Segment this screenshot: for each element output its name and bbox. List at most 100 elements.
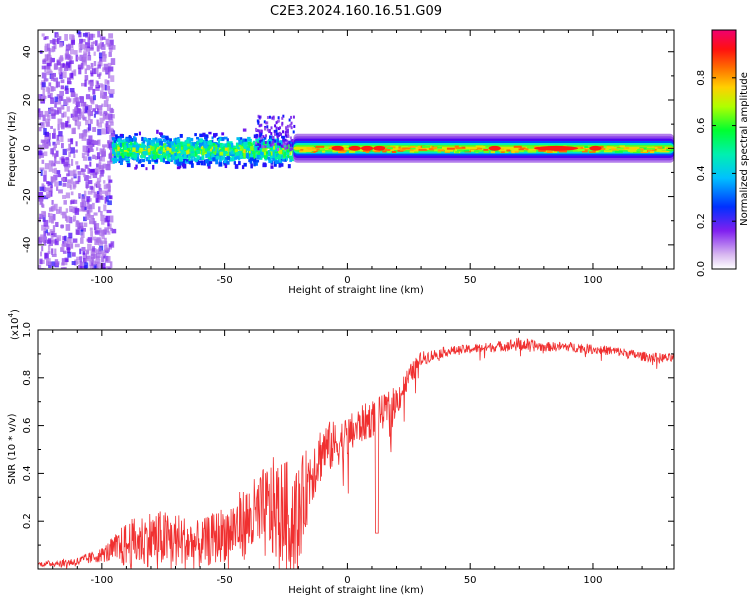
spectrogram-transition-cell [282,156,286,160]
spectrogram-scatter-cell [66,243,70,251]
spectrogram-transition-cell [159,155,163,160]
spectrogram-scatter-cell [51,232,57,238]
spectrogram-scatter-cell [79,38,83,44]
spectrogram-spike-cell [278,131,281,135]
spectrogram-spike-cell [290,115,293,119]
spectrogram-scatter-cell [81,169,85,176]
spectrogram-scatter-cell [49,148,53,155]
spectrogram-band-cell [306,147,312,150]
spectrogram-scatter-cell [86,196,91,202]
spectrogram-transition-cell [129,152,133,157]
spectrogram-transition-cell [245,145,249,149]
spectrogram-scatter-cell [47,47,51,52]
figure-title: C2E3.2024.160.16.51.G09 [270,4,442,19]
spectrogram-scatter-cell [104,79,108,84]
spectrogram-band-cell [462,149,470,152]
spectrogram-scatter-cell [50,107,54,112]
spectrogram-scatter-cell [56,38,60,45]
spectrogram-scatter-cell [102,113,105,121]
spectrogram-spike-cell [274,139,277,143]
spectrogram-scatter-cell [63,200,67,205]
spectrogram-scatter-cell [75,230,80,235]
spectrogram-transition-cell [160,133,164,138]
spectrogram-scatter-cell [45,71,49,76]
spectrogram-transition-cell [249,138,252,142]
spectrogram-scatter-cell [108,119,114,123]
spectrogram-transition-cell [249,157,254,161]
spectrogram-transition-cell [204,148,207,152]
spectrogram-scatter-cell [78,67,82,75]
spectrogram-scatter-cell [78,43,83,48]
spectrogram-transition-cell [199,139,204,143]
spectrogram-scatter-cell [53,162,56,166]
spectrogram-transition-cell [276,160,280,164]
spectrogram-spike-cell [266,125,269,129]
spectrogram-transition-cell [188,156,191,162]
spectrogram-transition-cell [270,146,274,151]
spectrogram-transition-cell [273,146,276,150]
spectrogram-band-cell [527,150,537,153]
spectrogram-xtick-label: 0 [344,275,350,286]
spectrogram-scatter-cell [51,253,57,258]
spectrogram-transition-cell [113,139,117,144]
spectrogram-scatter-cell [74,119,78,126]
colorbar-tick-label: 0.8 [696,70,707,86]
spectrogram-scatter-cell [86,64,90,71]
spectrogram-scatter-cell [79,96,85,103]
spectrogram-transition-cell [167,153,171,158]
spectrogram-scatter-cell [100,210,103,216]
spectrogram-transition-cell [173,143,177,147]
spectrogram-transition-cell [199,160,203,164]
spectrogram-scatter-cell [57,174,62,178]
spectrogram-scatter-cell [82,156,88,161]
spectrogram-scatter-cell [72,181,77,188]
spectrogram-scatter-cell [62,148,67,156]
spectrogram-scatter-cell [106,189,111,196]
spectrogram-transition-cell [283,151,286,157]
spectrogram-transition-cell [164,135,169,141]
spectrogram-scatter-cell [78,47,82,53]
spectrogram-scatter-cell [64,215,68,222]
spectrogram-spike-cell [277,142,280,146]
spectrogram-spike-cell [266,115,269,119]
spectrogram-scatter-cell [43,227,47,232]
spectrogram-scatter-cell [81,168,86,172]
spectrogram-transition-cell [183,145,188,151]
spectrogram-scatter-cell [52,147,56,151]
spectrogram-scatter-cell [99,174,102,179]
spectrogram-scatter-cell [105,38,110,45]
spectrogram-transition-cell [146,150,150,156]
spectrogram-scatter-cell [49,57,53,64]
spectrogram-scatter-cell [89,161,92,167]
spectrogram-scatter-cell [75,101,81,107]
spectrogram-scatter-cell [56,235,62,241]
spectrogram-transition-cell [243,162,247,167]
spectrogram-scatter-cell [101,256,104,263]
spectrogram-scatter-cell [92,218,95,225]
spectrogram-scatter-cell [95,104,98,109]
spectrogram-scatter-cell [67,170,71,177]
spectrogram-band-cell [587,145,595,148]
spectrogram-band-cell [477,147,483,150]
spectrogram-scatter-cell [49,40,53,44]
spectrogram-transition-cell [174,152,177,156]
spectrogram-transition-cell [252,149,255,155]
spectrogram-scatter-cell [95,198,99,203]
spectrogram-scatter-cell [100,214,105,222]
spectrogram-transition-cell [158,148,162,152]
spectrogram-spike-cell [272,117,275,121]
spectrogram-band-cell [399,148,406,151]
spectrogram-scatter-cell [46,69,52,74]
spectrogram-band-cell [417,145,421,148]
spectrogram-transition-cell [253,157,257,163]
spectrogram-band-cell [421,145,431,148]
spectrogram-spike-cell [277,127,280,131]
spectrogram-scatter-cell [65,208,69,213]
spectrogram-transition-cell [279,145,283,150]
spectrogram-spike-cell [254,135,257,139]
spectrogram-scatter-cell [100,92,104,99]
spectrogram-band-cell [314,148,320,151]
spectrogram-transition-cell [217,139,221,144]
spectrogram-band-cell [533,146,539,149]
spectrogram-transition-cell [267,152,271,156]
